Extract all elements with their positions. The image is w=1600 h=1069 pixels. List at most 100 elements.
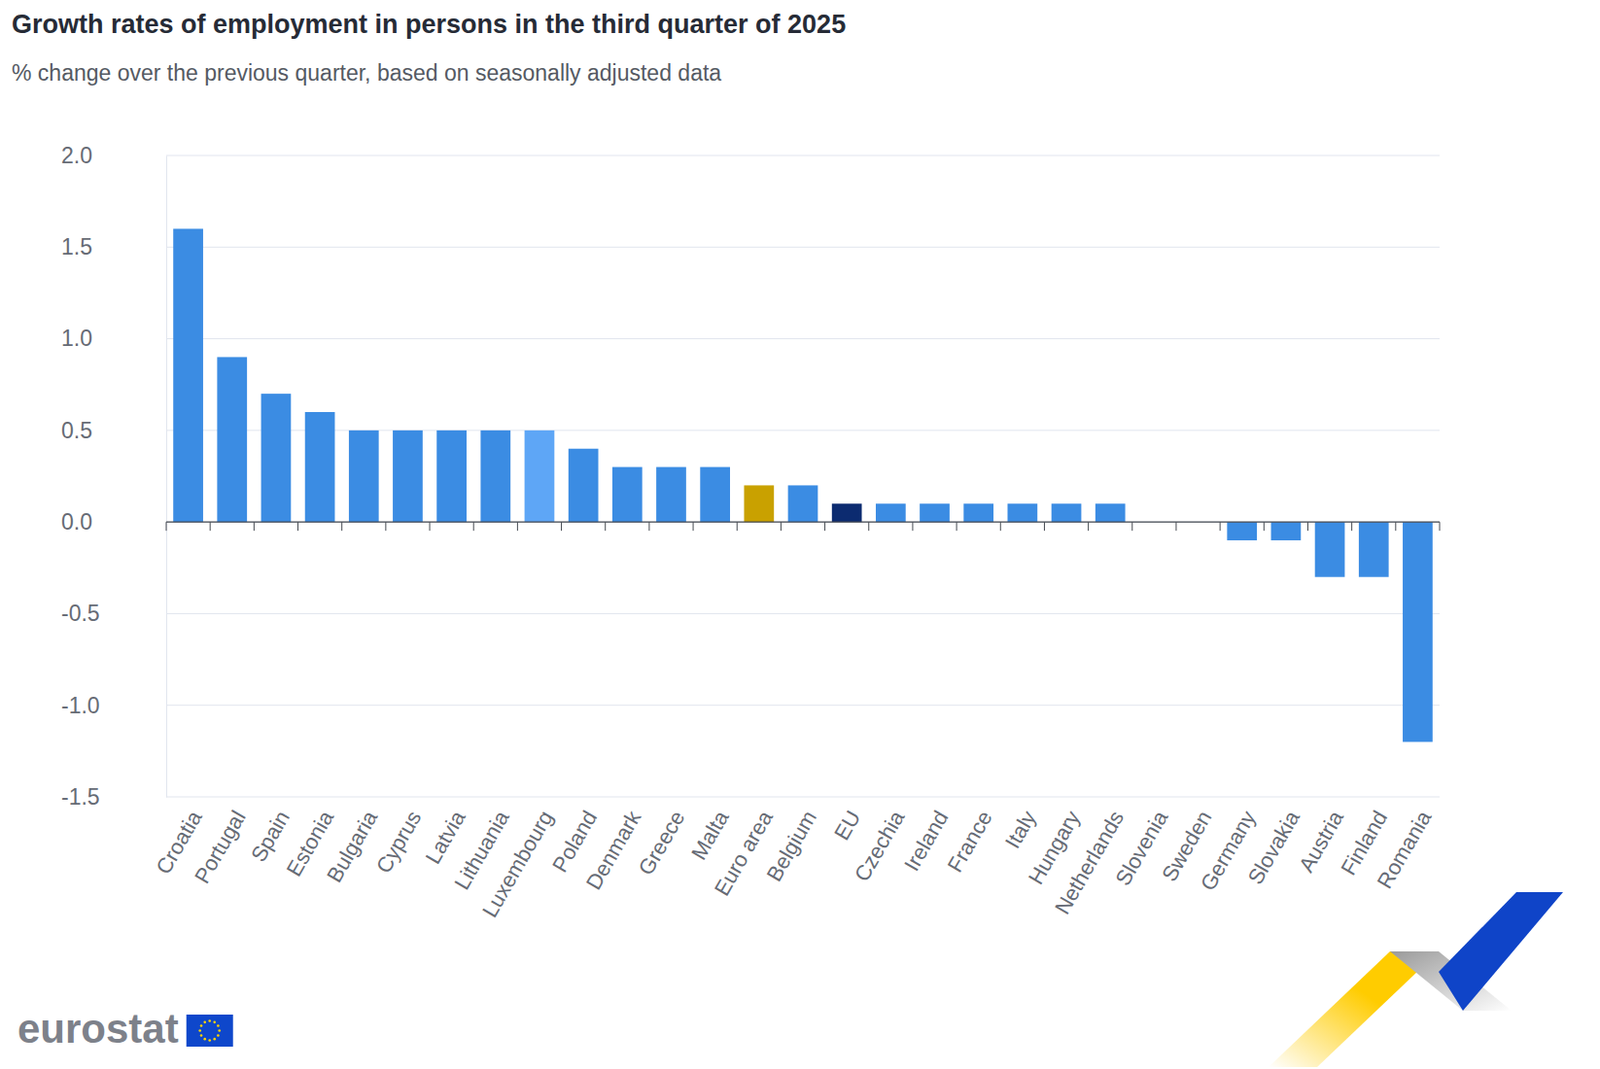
eu-star: [216, 1024, 220, 1028]
title: Growth rates of employment in persons in…: [11, 9, 846, 39]
y-tick: 0.0: [61, 509, 167, 535]
bar[interactable]: [1402, 521, 1433, 742]
bar[interactable]: [524, 430, 556, 522]
y-tick-label: 1.5: [61, 234, 93, 260]
category-tick: [824, 521, 826, 531]
category-tick: [429, 521, 431, 531]
bar[interactable]: [656, 467, 687, 523]
eu-flag: [186, 1014, 234, 1047]
bar[interactable]: [1051, 503, 1082, 522]
plot: -1.5-1.0-0.50.00.51.01.52.0CroatiaPortug…: [61, 142, 1440, 922]
eu-star: [200, 1024, 204, 1028]
y-tick-label: 2.0: [61, 142, 93, 169]
grid-line: [166, 338, 1440, 340]
x-tick: Malta: [686, 797, 734, 865]
bar[interactable]: [261, 393, 292, 522]
bar[interactable]: [1008, 503, 1039, 522]
x-tick-label: Euro area: [709, 805, 778, 901]
category-tick: [209, 521, 211, 531]
bar[interactable]: [1271, 521, 1302, 541]
x-tick: Luxembourg: [477, 797, 558, 922]
x-tick-label: France: [942, 806, 998, 877]
x-tick: Cyprus: [371, 797, 426, 878]
bar[interactable]: [832, 503, 863, 522]
y-tick: 0.5: [61, 417, 167, 444]
x-tick-label: EU: [829, 806, 866, 845]
x-tick-label: Malta: [686, 805, 734, 865]
bar[interactable]: [568, 449, 599, 522]
eu-star: [203, 1038, 207, 1042]
bar[interactable]: [1095, 503, 1126, 522]
eu-star: [216, 1034, 220, 1038]
grid-line: [166, 704, 1440, 706]
category-tick: [517, 521, 519, 531]
bar[interactable]: [216, 356, 247, 522]
bar[interactable]: [699, 467, 731, 523]
x-tick: Slovakia: [1243, 797, 1306, 889]
y-tick-label: -0.5: [61, 600, 101, 627]
y-tick: -1.5: [61, 784, 167, 810]
y-tick-label: 0.5: [61, 417, 93, 444]
category-tick: [911, 521, 913, 531]
category-tick: [1219, 521, 1221, 531]
grid-line: [166, 246, 1440, 248]
x-tick-label: Czechia: [849, 805, 910, 886]
bar[interactable]: [788, 485, 819, 522]
y-tick-label: 1.0: [61, 325, 93, 351]
category-tick: [1043, 521, 1045, 531]
x-tick-label: Belgium: [762, 806, 822, 886]
bar[interactable]: [1315, 521, 1346, 578]
source-logo: eurostat: [17, 1006, 179, 1052]
category-tick: [1087, 521, 1089, 531]
category-tick: [1307, 521, 1309, 531]
category-tick: [868, 521, 870, 531]
bar[interactable]: [480, 430, 511, 522]
ribbon-blue: [1438, 892, 1564, 1011]
category-tick: [166, 521, 168, 531]
x-tick: Denmark: [581, 797, 647, 895]
bar[interactable]: [173, 228, 204, 522]
bar[interactable]: [1226, 521, 1257, 541]
bar[interactable]: [875, 503, 906, 522]
category-tick: [341, 521, 343, 531]
x-tick: Italy: [1000, 797, 1042, 853]
category-tick: [693, 521, 695, 531]
category-tick: [1175, 521, 1177, 531]
bar[interactable]: [963, 503, 994, 522]
bar[interactable]: [348, 430, 380, 522]
x-tick-label: Bulgaria: [321, 805, 383, 887]
eu-star: [208, 1019, 211, 1023]
bar[interactable]: [612, 467, 643, 523]
eu-star: [208, 1039, 211, 1043]
decoration: [1268, 892, 1564, 1068]
x-tick: Greece: [633, 797, 691, 880]
bar[interactable]: [305, 412, 336, 522]
bar[interactable]: [743, 485, 774, 522]
x-tick: Czechia: [849, 797, 910, 886]
category-tick: [253, 521, 255, 531]
grid-line: [166, 613, 1440, 615]
bar[interactable]: [392, 430, 423, 522]
x-tick-label: Denmark: [581, 805, 647, 895]
grid-line: [166, 521, 1440, 523]
y-tick: -0.5: [61, 600, 167, 627]
y-tick: 1.0: [61, 325, 167, 351]
x-tick-label: Greece: [633, 806, 691, 880]
bar[interactable]: [1358, 521, 1390, 578]
y-tick-label: -1.0: [61, 693, 101, 719]
x-tick: Euro area: [709, 797, 778, 901]
y-tick-label: -1.5: [61, 784, 101, 810]
grid: [166, 155, 1440, 798]
category-tick: [604, 521, 606, 531]
x-tick-label: Cyprus: [371, 806, 426, 878]
bars: [173, 228, 1433, 742]
bar[interactable]: [436, 430, 467, 522]
x-tick: Bulgaria: [321, 797, 383, 887]
grid-line: [166, 155, 1440, 157]
category-tick: [473, 521, 475, 531]
y-axis: -1.5 -1.0 -0.5 0.0 0.5 1.0 1.5 2.0: [61, 142, 168, 810]
bar[interactable]: [919, 503, 950, 522]
x-tick: EU: [829, 797, 866, 845]
category-tick: [297, 521, 299, 531]
x-tick-label: Italy: [1000, 806, 1042, 853]
